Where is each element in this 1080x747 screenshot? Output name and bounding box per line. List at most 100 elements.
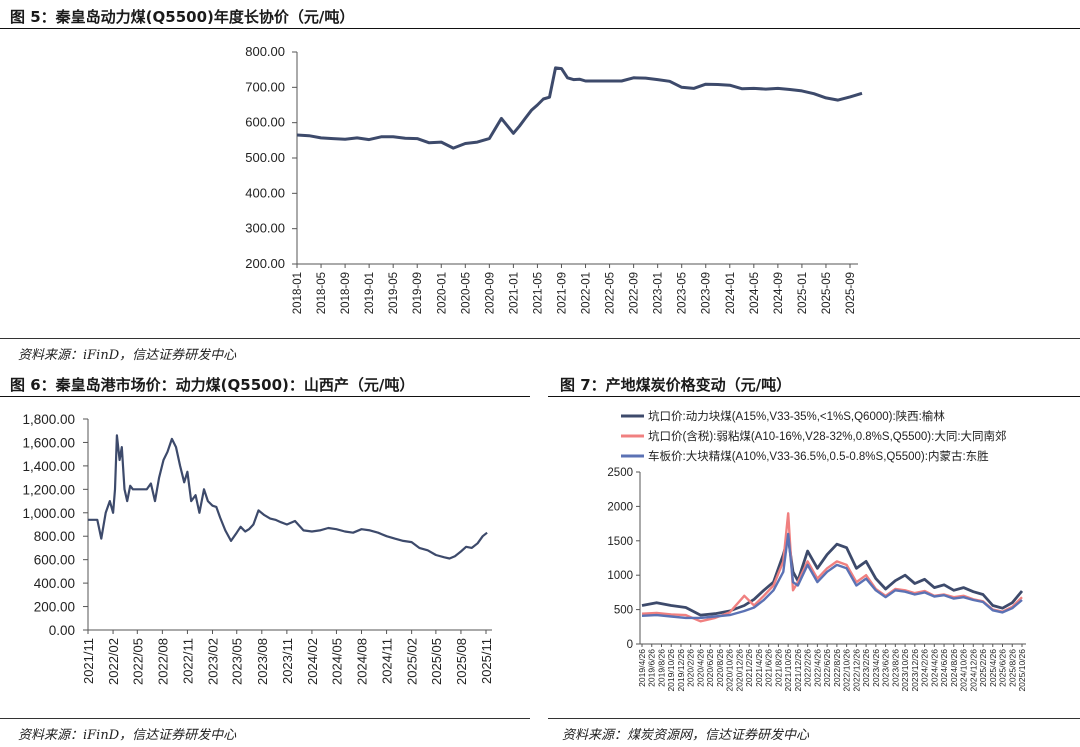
- fig7-legend-label-3: 车板价:大块精煤(A10%,V33-36.5%,0.5-0.8%S,Q5500)…: [648, 449, 989, 463]
- fig7-x-tick-label: 2020/4/26: [695, 649, 705, 687]
- fig7-x-tick-label: 2023/10/26: [900, 649, 910, 692]
- fig6-y-tick-label: 200.00: [34, 600, 75, 615]
- fig5-y-tick-label: 800.00: [245, 44, 285, 59]
- fig7-x-tick-label: 2020/12/26: [734, 649, 744, 692]
- fig7-y-tick-label: 0: [627, 639, 633, 651]
- fig5-y-tick-label: 600.00: [245, 115, 285, 130]
- fig5-x-tick-label: 2019-09: [412, 272, 424, 314]
- fig6-x-tick-label: 2025/11: [479, 638, 494, 684]
- fig7-x-tick-label: 2020/10/26: [725, 649, 735, 692]
- fig5-x-tick-label: 2020-01: [436, 272, 448, 314]
- fig6-y-tick-label: 600.00: [34, 553, 75, 568]
- fig5-x-tick-label: 2020-09: [484, 272, 496, 314]
- fig7-x-tick-label: 2022/8/26: [832, 649, 842, 687]
- fig5-x-tick-label: 2021-09: [556, 272, 568, 314]
- fig7-bottom-rule: [548, 718, 1080, 719]
- fig5-x-tick-label: 2025-01: [797, 272, 809, 314]
- fig5-title-rule: [0, 28, 1080, 29]
- fig7-x-tick-label: 2022/6/26: [822, 649, 832, 687]
- fig7-x-tick-label: 2024/2/26: [920, 649, 930, 687]
- fig6-series-line: [88, 434, 488, 560]
- fig6-x-tick-label: 2022/11: [180, 638, 195, 684]
- fig5-x-tick-label: 2023-05: [677, 272, 689, 314]
- fig6-y-tick-label: 800.00: [34, 529, 75, 544]
- fig5-x-tick-label: 2018-09: [340, 272, 352, 314]
- fig5-x-tick-label: 2024-05: [749, 272, 761, 314]
- fig6-x-tick-label: 2021/11: [81, 638, 96, 684]
- fig7-x-tick-label: 2023/4/26: [871, 649, 881, 687]
- fig5-x-tick-label: 2023-01: [653, 272, 665, 314]
- fig7-title-rule: [548, 396, 1080, 397]
- fig6-y-tick-label: 0.00: [49, 623, 75, 638]
- fig5-x-tick-label: 2021-05: [532, 272, 544, 314]
- fig7-x-tick-label: 2022/10/26: [842, 649, 852, 692]
- fig6-y-tick-label: 1,600.00: [22, 435, 75, 450]
- fig7-x-tick-label: 2019/4/26: [637, 649, 647, 687]
- fig7-x-tick-label: 2021/10/26: [783, 649, 793, 692]
- fig6-x-tick-label: 2025/02: [405, 638, 420, 685]
- fig5-title: 图 5：秦皇岛动力煤(Q5500)年度长协价（元/吨）: [10, 8, 355, 26]
- fig5-x-tick-label: 2025-09: [845, 272, 857, 314]
- fig5-x-tick-label: 2019-01: [364, 272, 376, 314]
- fig5-y-tick-label: 300.00: [245, 221, 285, 236]
- fig7-x-tick-label: 2025/2/26: [978, 649, 988, 687]
- fig7-x-tick-label: 2022/12/26: [851, 649, 861, 692]
- fig6-chart: 0.00 200.00 400.00 600.00 800.00 1,000.00 1,20…: [22, 412, 494, 685]
- fig7-x-tick-label: 2023/8/26: [890, 649, 900, 687]
- fig7-x-tick-label: 2024/10/26: [959, 649, 969, 692]
- fig6-x-tick-label: 2022/08: [155, 638, 170, 685]
- fig5-x-tick-label: 2019-05: [388, 272, 400, 314]
- fig6-x-tick-label: 2022/05: [130, 638, 145, 685]
- fig6-y-tick-label: 1,200.00: [22, 482, 75, 497]
- fig5-chart: 200.00 300.00 400.00 500.00 600.00 700.00 800.…: [245, 44, 863, 314]
- fig5-x-tick-label: 2023-09: [701, 272, 713, 314]
- fig7-x-tick-label: 2022/4/26: [812, 649, 822, 687]
- fig7-x-tick-label: 2023/12/26: [910, 649, 920, 692]
- fig5-x-tick-label: 2020-05: [460, 272, 472, 314]
- fig5-source: 资料来源：iFinD，信达证券研发中心: [18, 348, 237, 363]
- fig7-x-tick-label: 2021/8/26: [773, 649, 783, 687]
- fig6-x-tick-label: 2024/02: [305, 638, 320, 685]
- fig7-x-tick-label: 2025/6/26: [998, 649, 1008, 687]
- fig7-y-tick-label: 1000: [607, 570, 633, 582]
- fig7-y-tick-label: 500: [614, 605, 633, 617]
- fig7-x-tick-label: 2021/12/26: [793, 649, 803, 692]
- fig6-x-tick-label: 2024/11: [380, 638, 395, 684]
- fig7-x-tick-label: 2019/12/26: [676, 649, 686, 692]
- fig5-x-tick-label: 2018-01: [292, 272, 304, 314]
- fig6-x-tick-label: 2024/05: [329, 638, 344, 685]
- fig5-y-tick-label: 500.00: [245, 150, 285, 165]
- fig5-x-tick-label: 2021-01: [508, 272, 520, 314]
- fig6-title: 图 6：秦皇岛港市场价：动力煤(Q5500)：山西产（元/吨）: [10, 376, 415, 394]
- fig7-x-tick-label: 2024/8/26: [949, 649, 959, 687]
- fig7-series-line-1: [641, 536, 1024, 617]
- fig7-y-tick-label: 1500: [607, 536, 633, 548]
- fig6-bottom-rule: [0, 718, 530, 719]
- fig5-x-tick-label: 2018-05: [316, 272, 328, 314]
- fig6-x-tick-label: 2022/02: [106, 638, 121, 685]
- fig6-x-tick-label: 2023/05: [230, 638, 245, 685]
- fig6-x-tick-label: 2025/05: [429, 638, 444, 685]
- fig6-x-tick-label: 2025/08: [454, 638, 469, 685]
- fig6-y-tick-label: 1,800.00: [22, 412, 75, 427]
- fig5-x-tick-label: 2024-01: [725, 272, 737, 314]
- fig6-y-tick-label: 1,400.00: [22, 459, 75, 474]
- fig7-y-tick-label: 2000: [607, 501, 633, 513]
- fig7-legend-label-2: 坑口价(含税):弱粘煤(A10-16%,V28-32%,0.8%S,Q5500)…: [648, 429, 1007, 443]
- fig6-source: 资料来源：iFinD，信达证券研发中心: [18, 728, 237, 743]
- fig7-x-tick-label: 2023/6/26: [881, 649, 891, 687]
- fig7-x-tick-label: 2025/8/26: [1007, 649, 1017, 687]
- fig5-series-line: [296, 66, 863, 150]
- fig6-x-tick-label: 2023/11: [280, 638, 295, 684]
- fig7-x-tick-label: 2021/6/26: [764, 649, 774, 687]
- fig7-x-tick-label: 2020/8/26: [715, 649, 725, 687]
- fig7-y-tick-label: 2500: [607, 467, 633, 479]
- fig5-x-tick-label: 2024-09: [773, 272, 785, 314]
- fig6-x-tick-label: 2023/08: [255, 638, 270, 685]
- fig7-series-line-3: [641, 532, 1023, 620]
- fig6-title-rule: [0, 396, 530, 397]
- fig5-x-tick-label: 2022-01: [581, 272, 593, 314]
- fig6-y-tick-label: 1,000.00: [22, 506, 75, 521]
- fig6-x-tick-label: 2024/08: [355, 638, 370, 685]
